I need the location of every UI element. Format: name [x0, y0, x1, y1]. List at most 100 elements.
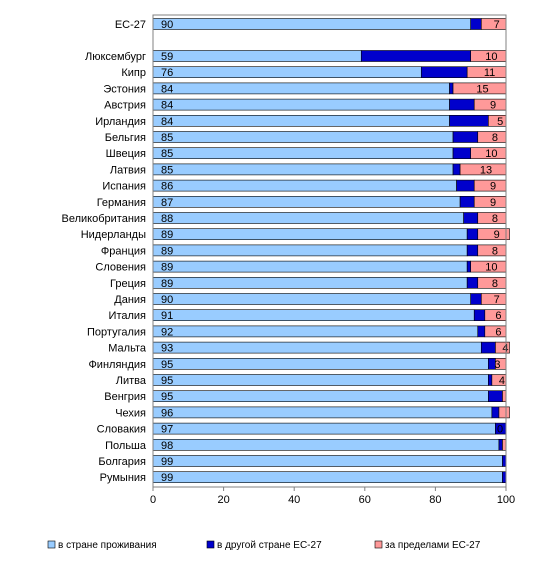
- category-label: Италия: [109, 310, 147, 322]
- bar-segment-1: [152, 228, 468, 240]
- data-label-own-country: 96: [161, 407, 173, 419]
- data-label-own-country: 92: [161, 326, 173, 338]
- bar-segment-1: [152, 406, 493, 419]
- data-label-outside-eu: 8: [492, 245, 498, 257]
- data-label-own-country: 99: [161, 472, 173, 484]
- data-label-own-country: 93: [161, 343, 173, 355]
- plot-frame: [152, 14, 507, 488]
- data-label-outside-eu: 7: [494, 294, 500, 306]
- bar-segment-1: [152, 179, 457, 192]
- bar-segment-1: [152, 212, 464, 224]
- category-label: Румыния: [100, 472, 146, 484]
- bar-segment-1: [152, 325, 479, 338]
- data-label-own-country: 85: [161, 164, 173, 176]
- legend-label: за пределами ЕС-27: [385, 540, 481, 551]
- bar-segment-3: [502, 438, 507, 451]
- bar-segment-2: [466, 276, 479, 289]
- legend-swatch: [374, 540, 383, 549]
- bar-segment-1: [152, 276, 468, 289]
- x-tick-label: 40: [288, 494, 300, 506]
- data-label-own-country: 90: [161, 294, 173, 306]
- data-label-own-country: 88: [161, 213, 173, 225]
- bars-group: [152, 18, 510, 484]
- data-label-own-country: 86: [161, 181, 173, 193]
- bar-segment-1: [152, 147, 454, 159]
- bar-segment-2: [463, 212, 479, 224]
- data-label-outside-eu: 3: [494, 359, 500, 371]
- x-axis: 0 20 40 60 80 100: [150, 14, 515, 506]
- bar-segment-1: [152, 455, 503, 467]
- data-label-outside-eu: 11: [484, 67, 495, 79]
- bar-segment-3: [477, 228, 510, 240]
- category-label: Нидерланды: [81, 229, 146, 241]
- data-label-own-country: 89: [161, 262, 173, 274]
- legend: в стране проживания в другой стране ЕС-27…: [47, 540, 481, 551]
- bar-segment-2: [477, 325, 486, 338]
- bar-segment-1: [152, 260, 468, 273]
- data-label-outside-eu: 6: [495, 310, 501, 322]
- category-label: Словакия: [97, 424, 146, 436]
- data-label-own-country: 89: [161, 278, 173, 290]
- bar-segment-1: [152, 422, 496, 435]
- category-label: Великобритания: [62, 213, 147, 225]
- data-label-outside-eu: 13: [480, 164, 492, 176]
- bar-segment-1: [152, 18, 472, 30]
- bar-segment-1: [152, 309, 475, 322]
- data-label-own-country: 87: [161, 197, 173, 209]
- bar-segment-2: [459, 196, 475, 208]
- bar-segment-1: [152, 66, 422, 78]
- bar-segment-2: [360, 50, 471, 62]
- bar-segment-2: [449, 98, 475, 111]
- category-label: Венгрия: [104, 391, 146, 403]
- data-label-outside-eu: 5: [497, 116, 503, 128]
- bar-segment-1: [152, 438, 500, 451]
- bar-segment-3: [502, 390, 507, 403]
- bar-segment-2: [452, 163, 461, 176]
- category-label: Эстония: [103, 83, 146, 95]
- data-label-own-country: 85: [161, 148, 173, 160]
- data-label-own-country: 98: [161, 440, 173, 452]
- category-label: Франция: [101, 245, 146, 257]
- category-label: Люксембург: [85, 51, 146, 63]
- data-label-own-country: 90: [161, 19, 173, 31]
- bar-segment-2: [452, 147, 471, 159]
- bar-segment-3: [498, 406, 510, 419]
- bar-segment-2: [498, 438, 503, 451]
- category-label: Словения: [95, 262, 146, 274]
- category-label: Австрия: [104, 100, 146, 112]
- data-label-own-country: 89: [161, 245, 173, 257]
- bar-segment-1: [152, 50, 362, 62]
- data-label-outside-eu: 7: [494, 19, 500, 31]
- data-label-own-country: 84: [161, 100, 173, 112]
- bar-segment-1: [152, 293, 472, 305]
- x-tick-label: 60: [359, 494, 371, 506]
- category-label: Германия: [97, 197, 146, 209]
- bar-segment-2: [449, 115, 489, 127]
- bar-segment-1: [152, 244, 468, 257]
- bar-segment-1: [152, 196, 461, 208]
- bar-segment-1: [152, 374, 489, 386]
- x-tick-label: 20: [217, 494, 229, 506]
- category-label: Греция: [110, 278, 146, 290]
- bar-segment-2: [466, 228, 479, 240]
- data-label-own-country: 76: [161, 67, 173, 79]
- legend-label: в другой стране ЕС-27: [217, 540, 322, 551]
- bar-segment-2: [488, 374, 493, 386]
- data-label-own-country: 91: [161, 310, 173, 322]
- category-label: Испания: [102, 181, 146, 193]
- data-label-own-country: 95: [161, 359, 173, 371]
- data-label-outside-eu: 4: [502, 343, 508, 355]
- category-label: Кипр: [121, 67, 146, 79]
- bar-segment-1: [152, 131, 454, 143]
- bar-segment-2: [502, 471, 507, 484]
- category-labels: ЕС-27 Люксембург Кипр Эстония Австрия Ирланди…: [62, 19, 147, 484]
- category-label: Ирландия: [95, 116, 146, 128]
- category-label: Болгария: [98, 456, 146, 468]
- bar-segment-1: [152, 115, 450, 127]
- data-label-own-country: 84: [161, 83, 173, 95]
- x-tick-label: 80: [429, 494, 441, 506]
- legend-swatch: [206, 540, 215, 549]
- data-label-own-country: 95: [161, 375, 173, 387]
- category-label: Чехия: [115, 407, 146, 419]
- data-label-outside-eu: 0: [497, 424, 503, 436]
